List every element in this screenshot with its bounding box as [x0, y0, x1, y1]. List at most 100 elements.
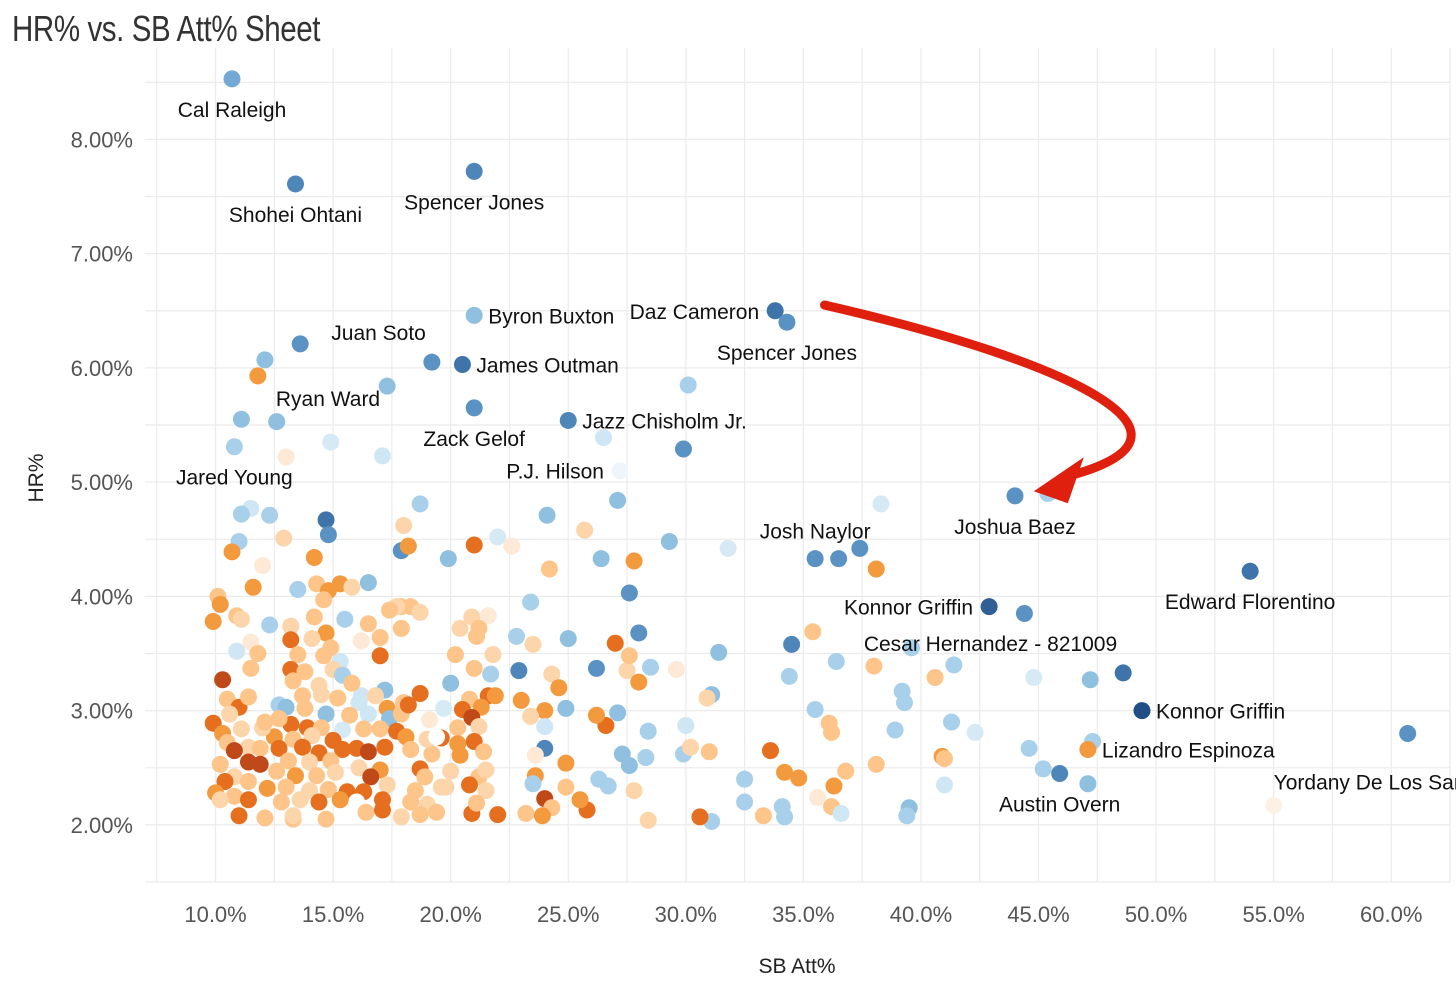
- data-point: [754, 807, 772, 825]
- data-point-labeled: [453, 355, 471, 373]
- data-point: [489, 806, 507, 824]
- data-point: [538, 506, 556, 524]
- data-point: [289, 581, 307, 599]
- point-label: Konnor Griffin: [1156, 701, 1285, 724]
- data-point: [296, 699, 314, 717]
- data-point: [559, 630, 577, 648]
- data-point: [736, 770, 754, 788]
- data-point: [373, 447, 391, 465]
- point-label: Joshua Baez: [954, 516, 1075, 539]
- data-point: [294, 687, 312, 705]
- data-point: [317, 624, 335, 642]
- data-point-labeled: [980, 598, 998, 616]
- data-point: [609, 704, 627, 722]
- data-point: [439, 550, 457, 568]
- data-point: [592, 550, 610, 568]
- data-point: [242, 659, 260, 677]
- data-point: [468, 794, 486, 812]
- data-point: [679, 376, 697, 394]
- data-point: [966, 723, 984, 741]
- data-point: [256, 713, 274, 731]
- data-point: [783, 635, 801, 653]
- data-point: [331, 791, 349, 809]
- data-point: [284, 672, 302, 690]
- data-point: [310, 793, 328, 811]
- data-point: [935, 750, 953, 768]
- data-point: [1025, 668, 1043, 686]
- data-point: [392, 808, 410, 826]
- data-point: [524, 775, 542, 793]
- data-point: [620, 647, 638, 665]
- data-point: [477, 782, 495, 800]
- data-point: [935, 776, 953, 794]
- data-point: [303, 727, 321, 745]
- data-point: [776, 808, 794, 826]
- data-point: [475, 743, 493, 761]
- data-point: [286, 767, 304, 785]
- annotation-arrow: [820, 300, 1136, 504]
- data-point: [411, 495, 429, 513]
- data-point: [700, 743, 718, 761]
- data-point: [315, 591, 333, 609]
- data-point: [416, 768, 434, 786]
- data-point: [435, 699, 453, 717]
- y-tick-label: 5.00%: [71, 470, 133, 495]
- data-point: [736, 793, 754, 811]
- data-point: [268, 762, 286, 780]
- data-point: [232, 505, 250, 523]
- data-point: [359, 615, 377, 633]
- data-point: [261, 616, 279, 634]
- point-label: Spencer Jones: [404, 191, 544, 214]
- data-point: [232, 410, 250, 428]
- x-tick-label: 35.0%: [772, 902, 834, 927]
- point-label: James Outman: [476, 354, 618, 377]
- y-tick-label: 6.00%: [71, 356, 133, 381]
- x-tick-label: 20.0%: [419, 902, 481, 927]
- data-point: [825, 777, 843, 795]
- data-point: [804, 623, 822, 641]
- data-point: [510, 662, 528, 680]
- x-tick-label: 55.0%: [1242, 902, 1304, 927]
- data-point: [682, 738, 700, 756]
- data-point: [642, 658, 660, 676]
- arrow-shaft: [820, 300, 1136, 482]
- point-label: P.J. Hilson: [506, 461, 604, 484]
- data-point: [442, 674, 460, 692]
- data-point: [232, 720, 250, 738]
- data-point: [465, 536, 483, 554]
- data-point: [406, 782, 424, 800]
- x-tick-label: 25.0%: [537, 902, 599, 927]
- point-label: Jazz Chisholm Jr.: [582, 410, 747, 433]
- data-point: [326, 763, 344, 781]
- data-point: [249, 645, 267, 663]
- data-point: [698, 689, 716, 707]
- data-point: [761, 742, 779, 760]
- data-point: [536, 718, 554, 736]
- data-point: [395, 517, 413, 535]
- data-point: [239, 688, 257, 706]
- data-point: [557, 778, 575, 796]
- data-point: [595, 429, 613, 447]
- data-point-labeled: [611, 462, 629, 480]
- data-point: [1015, 605, 1033, 623]
- data-point: [254, 557, 272, 575]
- x-tick-label: 30.0%: [655, 902, 717, 927]
- data-point: [317, 705, 335, 723]
- data-point: [343, 578, 361, 596]
- data-point: [522, 593, 540, 611]
- data-point: [301, 753, 319, 771]
- data-point: [625, 552, 643, 570]
- data-point: [315, 647, 333, 665]
- data-point: [221, 705, 239, 723]
- data-point: [421, 711, 439, 729]
- data-point: [350, 759, 368, 777]
- data-point: [903, 639, 921, 657]
- data-point: [258, 779, 276, 797]
- data-point: [359, 743, 377, 761]
- data-point: [780, 667, 798, 685]
- x-tick-label: 15.0%: [302, 902, 364, 927]
- point-labels: Cal Raleigh Shohei Ohtani Spencer Jones Byr…: [176, 99, 1456, 817]
- data-point: [428, 803, 446, 821]
- data-point: [790, 769, 808, 787]
